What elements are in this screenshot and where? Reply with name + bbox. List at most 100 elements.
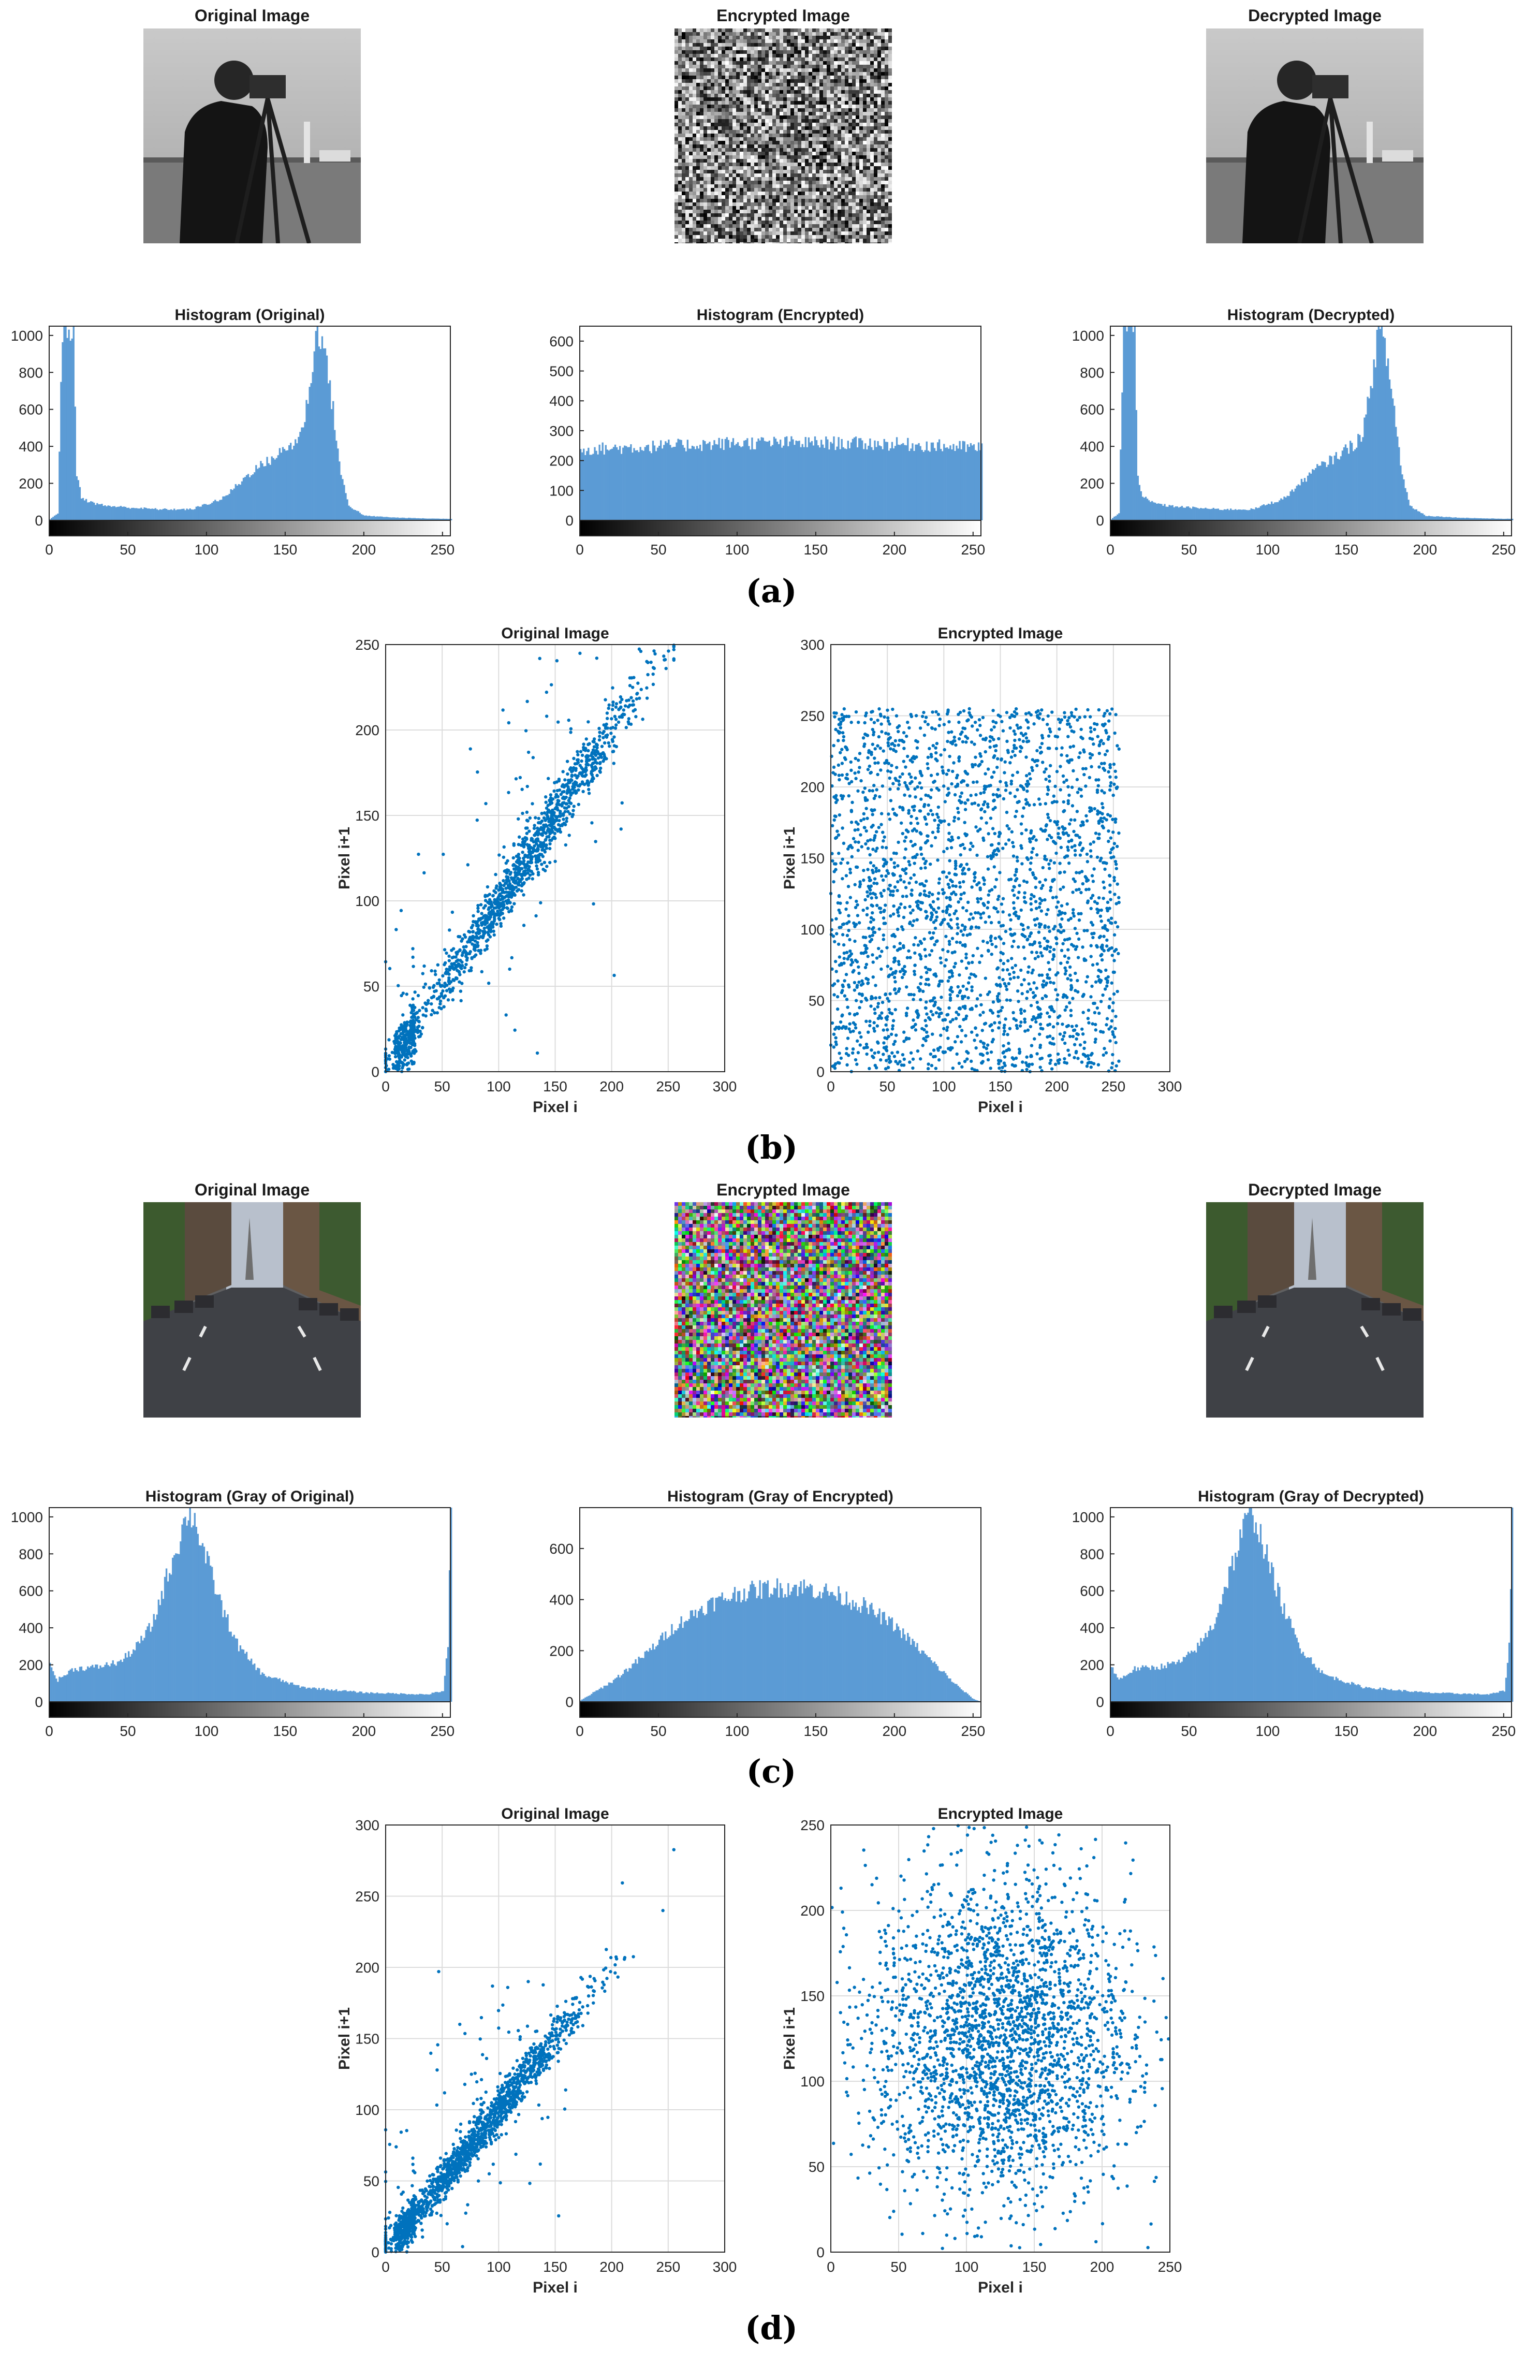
scatter-point (945, 905, 949, 909)
y-tick-label: 150 (355, 808, 379, 824)
histogram-bar (1447, 517, 1449, 520)
scatter-point (889, 1032, 893, 1036)
histogram-bar (1178, 507, 1180, 520)
scatter-point (904, 1038, 908, 1041)
scatter-point (1026, 926, 1030, 929)
scatter-point (1062, 885, 1065, 889)
histogram-bar (291, 449, 294, 520)
scatter-point (879, 823, 883, 826)
scatter-point (1069, 1014, 1073, 1017)
scatter-point (892, 932, 896, 937)
histogram-bar (1316, 464, 1318, 520)
scatter-point (595, 743, 599, 747)
scatter-point (1051, 957, 1055, 961)
scatter-point (935, 772, 940, 776)
scatter-point (859, 983, 863, 987)
scatter-point (1044, 878, 1047, 882)
scatter-point (672, 657, 676, 661)
scatter-point (1009, 918, 1013, 922)
histogram-bar (1229, 508, 1232, 520)
scatter-point (1117, 896, 1121, 899)
histogram-bar (381, 516, 383, 520)
scatter-point (1103, 762, 1106, 765)
scatter-point (1040, 983, 1045, 987)
scatter-point (892, 851, 896, 855)
x-tick-label: 0 (1106, 542, 1114, 558)
scatter-point (1032, 722, 1036, 726)
scatter-point (1103, 886, 1106, 889)
histogram-bar (683, 447, 685, 520)
histogram-bar (641, 450, 643, 520)
y-tick-label: 800 (19, 364, 43, 381)
scatter-point (833, 1062, 838, 1066)
scatter-point (510, 956, 514, 960)
scatter-point (977, 764, 980, 768)
scatter-point (834, 814, 838, 819)
scatter-point (585, 755, 589, 759)
scatter-point (866, 734, 870, 737)
histogram-bar (919, 446, 921, 520)
scatter-point (902, 747, 906, 750)
scatter-point (411, 947, 415, 951)
scatter-point (839, 726, 843, 729)
scatter-point (1066, 799, 1070, 803)
scatter-point (871, 727, 874, 732)
x-tick-label: 150 (543, 1078, 567, 1094)
scatter-point (833, 1067, 837, 1070)
scatter-point (947, 970, 951, 973)
scatter-point (1035, 986, 1038, 990)
scatter-point (1060, 746, 1064, 750)
scatter-point (1029, 902, 1033, 906)
scatter-point (965, 909, 969, 913)
scatter-point (986, 992, 990, 996)
scatter-point (961, 868, 965, 872)
histogram-bar (1465, 517, 1468, 520)
scatter-point (1013, 746, 1016, 750)
scatter-point (513, 871, 517, 874)
histogram-bar (957, 448, 959, 520)
histogram-bar (383, 517, 385, 520)
scatter-point (855, 1062, 859, 1066)
scatter-point (1061, 825, 1064, 829)
scatter-point (476, 910, 480, 913)
scatter-point (1040, 734, 1044, 737)
histogram-bar (1209, 509, 1211, 520)
scatter-point (940, 996, 943, 999)
scatter-point (1059, 845, 1063, 849)
histogram-bar (1161, 504, 1163, 520)
histogram-bar (1140, 491, 1142, 520)
scatter-point (1019, 968, 1023, 972)
scatter-point (1113, 731, 1117, 735)
scatter-point (1007, 982, 1011, 986)
histogram-bar (880, 446, 882, 520)
histogram-bar (1512, 518, 1514, 520)
scatter-point (948, 859, 951, 863)
scatter-point (1089, 842, 1092, 846)
scatter-point (873, 1008, 876, 1011)
histogram-bar (349, 507, 351, 520)
scatter-point (870, 751, 873, 754)
scatter-point (502, 845, 506, 849)
scatter-point (538, 853, 541, 857)
scatter-point (931, 893, 934, 896)
scatter-point (428, 986, 432, 990)
scatter-point (1054, 973, 1058, 977)
scatter-point (951, 769, 955, 773)
scatter-point (955, 940, 959, 944)
scatter-point (894, 970, 898, 973)
scatter-point (961, 943, 964, 947)
scatter-point (1007, 913, 1011, 917)
scatter-point (531, 877, 534, 881)
scatter-point (919, 998, 922, 1002)
scatter-point (975, 997, 979, 1001)
scatter-point (1081, 1011, 1085, 1014)
scatter-point (989, 1050, 993, 1054)
scatter-point (586, 783, 590, 787)
scatter-point (950, 880, 954, 884)
scatter-point (1016, 800, 1019, 805)
histogram-bar (1319, 465, 1322, 520)
scatter-point (548, 831, 552, 836)
scatter-point (1105, 1017, 1109, 1020)
scatter-point (418, 1034, 422, 1038)
scatter-point (1096, 809, 1099, 813)
